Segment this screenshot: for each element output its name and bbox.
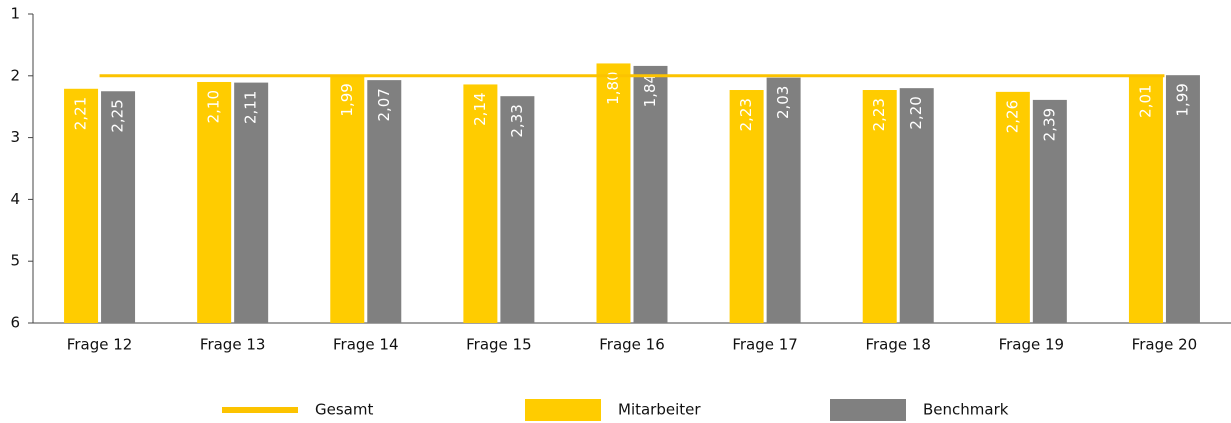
bar (862, 90, 897, 323)
legend-label: Benchmark (923, 401, 1009, 419)
x-tick-label: Frage 12 (67, 336, 133, 354)
value-label: 2,33 (508, 104, 526, 137)
bar (1165, 75, 1200, 323)
bar (463, 84, 498, 324)
x-tick-label: Frage 20 (1132, 336, 1198, 354)
value-label: 2,03 (774, 86, 792, 119)
bar (1128, 76, 1163, 323)
x-tick-label: Frage 13 (200, 336, 266, 354)
bar (596, 63, 631, 323)
y-tick-label: 4 (10, 190, 20, 208)
value-label: 1,80 (604, 71, 622, 104)
bar (101, 91, 136, 323)
x-tick-label: Frage 17 (732, 336, 798, 354)
bar (64, 88, 99, 323)
bar (330, 75, 365, 323)
value-label: 2,23 (870, 98, 888, 131)
value-label: 2,39 (1040, 108, 1058, 141)
legend-label: Gesamt (315, 401, 373, 419)
bar (729, 90, 764, 323)
legend-label: Mitarbeiter (618, 401, 701, 419)
value-label: 2,01 (1136, 84, 1154, 117)
legend-swatch (830, 399, 906, 421)
legend-swatch (525, 399, 601, 421)
y-tick-label: 1 (10, 5, 20, 23)
x-tick-label: Frage 19 (999, 336, 1065, 354)
x-tick-label: Frage 18 (865, 336, 931, 354)
value-label: 2,25 (109, 99, 127, 132)
value-label: 1,99 (1173, 83, 1191, 116)
value-label: 2,11 (242, 91, 260, 124)
value-label: 2,26 (1003, 100, 1021, 133)
value-label: 2,07 (375, 88, 393, 121)
value-label: 2,21 (72, 97, 90, 130)
bar (633, 65, 668, 324)
value-label: 1,84 (641, 74, 659, 107)
value-label: 2,10 (205, 90, 223, 123)
bar (367, 80, 402, 323)
bar (766, 77, 801, 324)
bar (234, 82, 269, 324)
y-tick-label: 2 (10, 66, 20, 84)
bar (500, 96, 535, 323)
legend-swatch (222, 407, 298, 413)
value-label: 2,23 (737, 98, 755, 131)
bar (1032, 99, 1067, 323)
bar (899, 88, 934, 323)
x-tick-label: Frage 15 (466, 336, 532, 354)
y-tick-label: 6 (10, 314, 20, 332)
x-tick-label: Frage 16 (599, 336, 665, 354)
x-tick-label: Frage 14 (333, 336, 399, 354)
bar (995, 91, 1030, 323)
y-tick-label: 3 (10, 128, 20, 146)
value-label: 2,14 (471, 92, 489, 125)
value-label: 2,20 (907, 96, 925, 129)
value-label: 1,99 (338, 83, 356, 116)
bar (197, 81, 232, 323)
y-tick-label: 5 (10, 252, 20, 270)
